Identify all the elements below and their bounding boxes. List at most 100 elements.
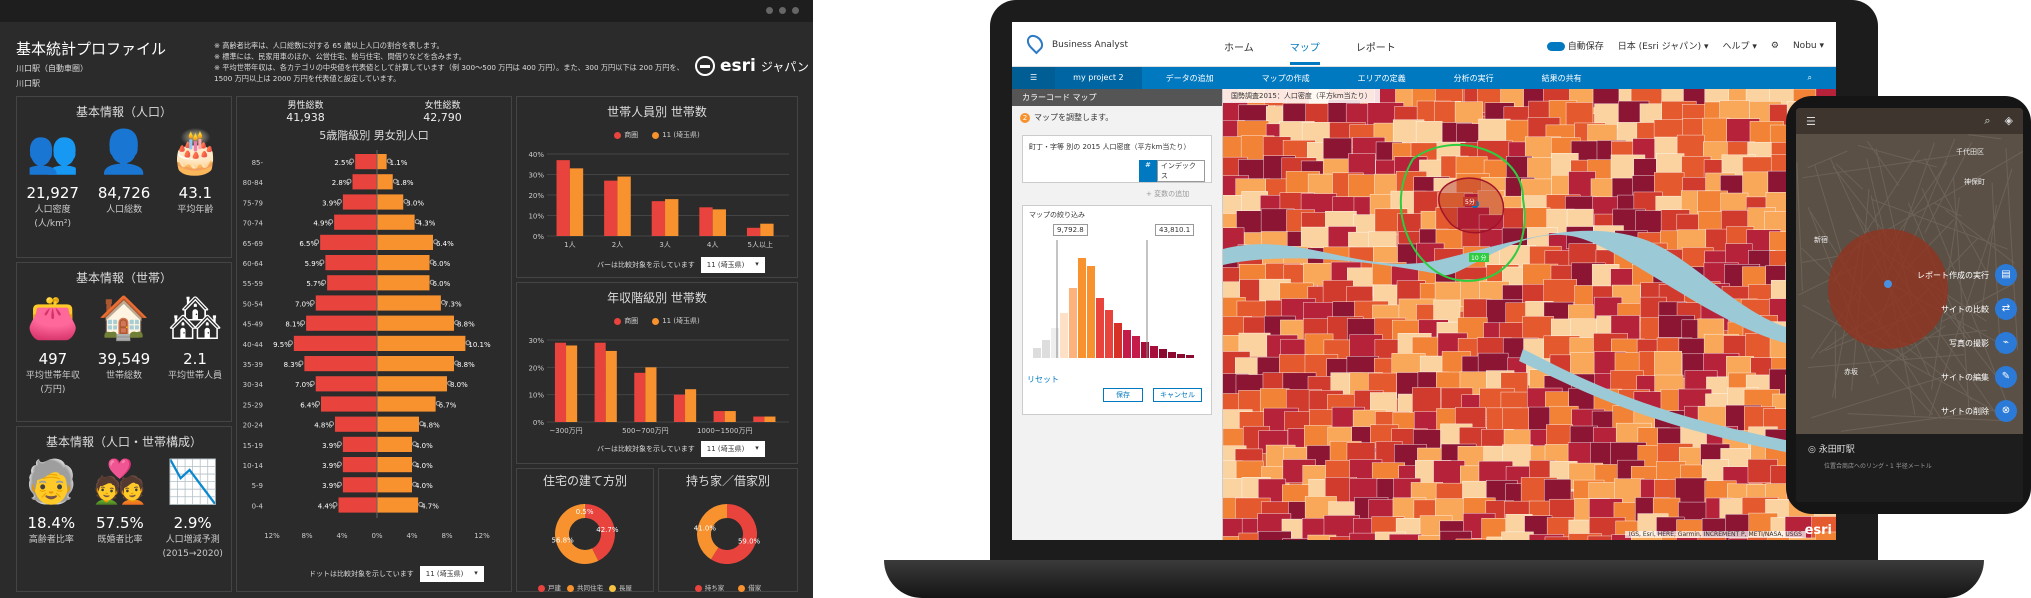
action-edit[interactable]: サイトの編集 ✎ xyxy=(1847,360,2017,394)
legend-item-area: 商圏 xyxy=(614,316,638,326)
tab-add-data[interactable]: データの追加 xyxy=(1165,73,1214,83)
tab-share-results[interactable]: 結果の共有 xyxy=(1541,73,1582,83)
dashboard-area: 川口駅 xyxy=(16,79,40,88)
reset-link[interactable]: リセット xyxy=(1027,375,1059,384)
layers-icon[interactable]: ◈ xyxy=(2004,114,2013,127)
cancel-button[interactable]: キャンセル xyxy=(1153,388,1202,402)
compare-bar xyxy=(645,367,657,422)
gear-icon[interactable]: ⚙ xyxy=(1770,40,1779,51)
household-compare-select[interactable]: バーは比較対象を示しています 11 (埼玉県) ▾ xyxy=(597,257,765,273)
user-menu[interactable]: Nobu ▾ xyxy=(1792,40,1824,51)
autosave-toggle[interactable]: 自動保存 xyxy=(1546,39,1604,52)
action-camera[interactable]: 写真の撮影 ⌁ xyxy=(1847,326,2017,360)
histogram[interactable] xyxy=(1023,240,1213,370)
hamburger-icon[interactable]: ☰ xyxy=(1012,67,1056,89)
esri-logo: esri xyxy=(1804,523,1832,538)
phone-screen: ☰ ⌕ ◈ 千代田区 神保町 新宿 赤坂 レポート作成の実行 ▤ サイトの比較 ⇄ 写真の撮影 ⌁… xyxy=(1796,108,2023,502)
range-min-input[interactable]: 9,792.8 xyxy=(1053,224,1088,236)
save-button[interactable]: 保存 xyxy=(1103,388,1143,402)
map-place-label: 神保町 xyxy=(1964,177,1985,186)
age-tick-label: 25-29 xyxy=(243,401,263,409)
income-panel: 年収階級別 世帯数 商圏 11 (埼玉県) 0% 10% 20% 30% ~300万円 5… xyxy=(516,282,798,464)
compare-dropdown[interactable]: 11 (埼玉県) ▾ xyxy=(700,257,765,273)
area-bar xyxy=(673,394,686,422)
x-tick-label: 4人 xyxy=(707,241,718,249)
search-icon[interactable]: ⌕ xyxy=(1807,73,1812,82)
compare-dot xyxy=(412,441,418,447)
search-icon[interactable]: ⌕ xyxy=(1984,114,1991,127)
histogram-bar xyxy=(1168,352,1176,358)
compare-bar xyxy=(605,350,617,422)
nav-home[interactable]: ホーム xyxy=(1224,43,1254,54)
window-controls[interactable] xyxy=(766,7,799,14)
variable-card[interactable]: 町丁・字等 別の 2015 人口密度（平方km当たり） # インデックス xyxy=(1022,135,1212,183)
compare-icon[interactable]: ⇄ xyxy=(1995,298,2017,320)
site-card[interactable]: ◎ 永田町駅 位置合商店へのリング・1 半径メートル xyxy=(1796,434,2023,502)
action-delete[interactable]: サイトの削除 ⊗ xyxy=(1847,394,2017,428)
female-bar xyxy=(377,194,404,210)
nav-map[interactable]: マップ xyxy=(1289,39,1320,65)
tab-run-analysis[interactable]: 分析の実行 xyxy=(1453,73,1494,83)
female-bar xyxy=(377,234,433,250)
tab-define-area[interactable]: エリアの定義 xyxy=(1357,73,1406,83)
female-bar-label: 7.3% xyxy=(444,300,462,308)
help-menu[interactable]: ヘルプ ▾ xyxy=(1722,42,1757,52)
report-icon[interactable]: ▤ xyxy=(1995,264,2017,286)
add-variable-link[interactable]: + 変数の追加 xyxy=(1146,190,1190,198)
phone-topbar: ☰ ⌕ ◈ xyxy=(1796,108,2023,134)
delete-icon[interactable]: ⊗ xyxy=(1995,400,2017,422)
male-bar-label: 3.9% xyxy=(322,442,340,450)
range-max-input[interactable]: 43,810.1 xyxy=(1155,224,1195,236)
pyramid-compare-select[interactable]: ドットは比較対象を示しています 11 (埼玉県) ▾ xyxy=(309,566,484,582)
index-toggle[interactable]: # インデックス xyxy=(1139,160,1205,182)
action-compare[interactable]: サイトの比較 ⇄ xyxy=(1847,292,2017,326)
male-bar xyxy=(306,315,377,331)
male-bar xyxy=(315,376,377,392)
stat-label: 人口密度 xyxy=(34,205,71,215)
edit-icon[interactable]: ✎ xyxy=(1995,366,2017,388)
house-icon: 🏠 xyxy=(97,293,151,342)
camera-icon[interactable]: ⌁ xyxy=(1995,332,2017,354)
household-panel: 基本情報（世帯） 👛 497 平均世帯年収 (万円) 🏠 39,549 世帯総数 🏘 2.1 平均… xyxy=(16,262,232,422)
region-select[interactable]: 日本 (Esri ジャパン) ▾ xyxy=(1617,42,1709,52)
compare-dropdown[interactable]: 11 (埼玉県) ▾ xyxy=(419,566,484,582)
stat-value: 2.1 xyxy=(183,350,207,368)
x-tick-label: 4% xyxy=(406,532,417,540)
hamburger-icon[interactable]: ☰ xyxy=(1806,114,1816,128)
choropleth-map[interactable]: 国勢調査2015：人口密度（平方km当たり） 5分 10 分 IGS, Esri… xyxy=(1223,89,1836,540)
compare-bar xyxy=(685,389,697,422)
male-bar xyxy=(321,396,377,412)
y-tick-label: 20% xyxy=(528,364,544,372)
legend-item: 長屋 xyxy=(609,582,632,592)
toggle-switch[interactable] xyxy=(1546,42,1565,51)
tab-create-map[interactable]: マップの作成 xyxy=(1261,73,1310,83)
road-line xyxy=(1928,168,2013,417)
household-size-panel: 世帯人員別 世帯数 商圏 11 (埼玉県) 0% 10% 20% 30% 40% 1人 2人… xyxy=(516,96,798,278)
map-district xyxy=(1568,533,1602,540)
female-bar-label: 6.0% xyxy=(433,280,451,288)
target-icon: ◎ xyxy=(1808,445,1819,455)
road-line xyxy=(1968,134,2002,140)
y-tick-label: 30% xyxy=(528,337,544,345)
project-tab[interactable]: my project 2 xyxy=(1055,67,1142,89)
age-tick-label: 30-34 xyxy=(243,381,264,389)
male-bar xyxy=(293,335,377,351)
age-tick-label: 50-54 xyxy=(243,300,264,308)
road-line xyxy=(1870,325,1946,377)
legend-item: 持ち家 xyxy=(694,582,724,592)
action-report[interactable]: レポート作成の実行 ▤ xyxy=(1847,258,2017,292)
stat-label: 人口増減予測 xyxy=(165,535,220,545)
logo-text: esri xyxy=(720,56,756,76)
chart-legend: 商圏 11 (埼玉県) xyxy=(517,130,797,140)
compare-dropdown[interactable]: 11 (埼玉県) ▾ xyxy=(700,441,765,457)
nav-report[interactable]: レポート xyxy=(1355,43,1396,54)
index-label: インデックス xyxy=(1156,160,1205,182)
stat-value: 2.9% xyxy=(173,514,212,532)
map-canvas[interactable] xyxy=(1223,89,1836,540)
stat-label: 世帯総数 xyxy=(105,371,142,381)
compare-dot xyxy=(336,461,342,467)
income-compare-select[interactable]: バーは比較対象を示しています 11 (埼玉県) ▾ xyxy=(597,441,765,457)
legend-label: 長屋 xyxy=(619,584,632,592)
male-bar-label: 4.4% xyxy=(318,502,336,510)
